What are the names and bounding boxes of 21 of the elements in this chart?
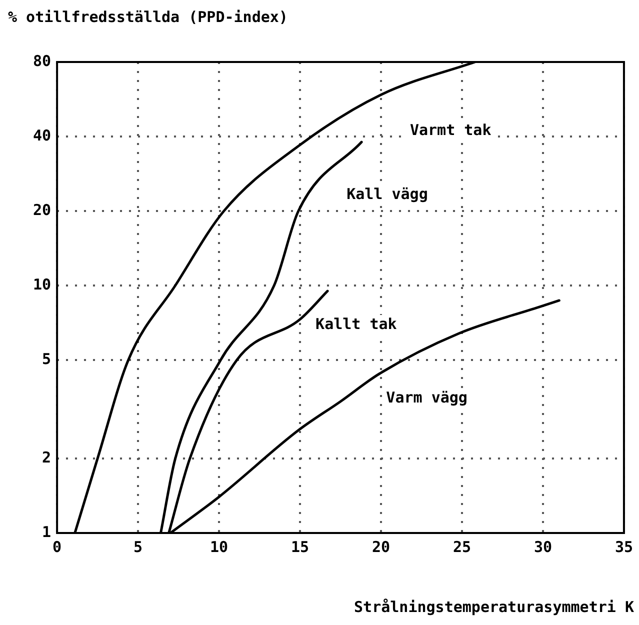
x-tick-label: 35 <box>614 538 633 556</box>
y-tick-label: 5 <box>42 350 52 368</box>
series-label: Kall vägg <box>346 185 428 204</box>
y-tick-label: 80 <box>33 52 52 70</box>
x-axis-title: Strålningstemperaturasymmetri K <box>354 598 634 616</box>
y-tick-label: 20 <box>33 200 52 219</box>
x-tick-label: 15 <box>290 538 310 556</box>
y-tick-label: 10 <box>33 275 52 294</box>
y-tick-label: 1 <box>42 522 52 541</box>
x-tick-label: 10 <box>210 538 228 556</box>
x-tick-label: 25 <box>452 538 472 556</box>
x-tick-label: 5 <box>134 538 143 556</box>
series-label: Kallt tak <box>316 315 397 334</box>
x-tick-label: 30 <box>534 538 552 556</box>
y-axis-title: % otillfredsställda (PPD-index) <box>8 8 288 26</box>
y-tick-label: 40 <box>33 126 52 144</box>
text: Varmt tak <box>410 121 492 139</box>
x-tick-label: 20 <box>372 538 390 556</box>
x-tick-label: 0 <box>52 538 62 556</box>
y-tick-label: 2 <box>42 448 52 466</box>
series-label: Varm vägg <box>386 388 468 406</box>
